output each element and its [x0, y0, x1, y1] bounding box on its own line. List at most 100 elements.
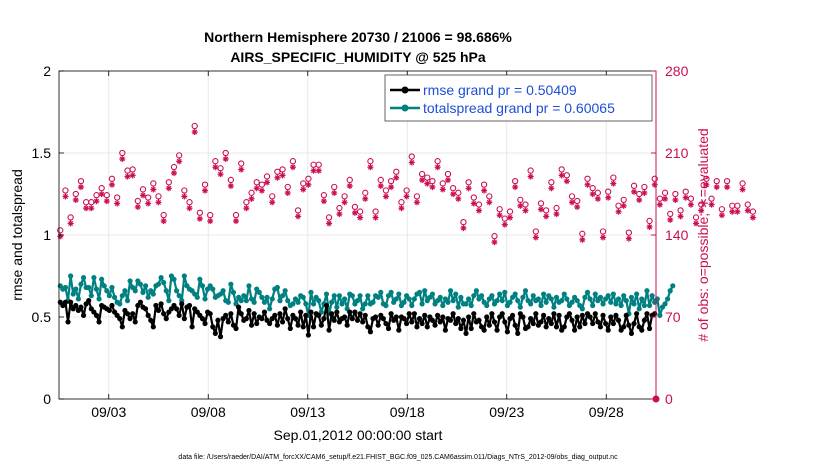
rmse-point: [68, 299, 74, 305]
obs-possible-point: [713, 177, 720, 185]
obs-possible-point: [672, 190, 679, 198]
rmse-point: [261, 309, 268, 315]
totalspread-point: [528, 301, 534, 307]
obs-evaluated-point: [718, 212, 725, 219]
totalspread-point: [230, 289, 237, 295]
obs-possible-point: [108, 175, 116, 182]
totalspread-point: [590, 302, 596, 309]
y-left-tick-label: 0.5: [32, 309, 52, 325]
rmse-point: [150, 324, 156, 330]
obs-evaluated-point: [336, 211, 343, 218]
obs-evaluated-point: [543, 213, 550, 220]
obs-possible-point: [470, 194, 477, 201]
y-right-tick-label: 70: [665, 309, 681, 325]
totalspread-point: [564, 296, 570, 302]
rmse-point: [437, 319, 443, 325]
y-left-tick-label: 1: [43, 227, 51, 243]
axes: 09/03 09/08 09/13 09/18 09/23 09/28 0 0.5 1 1.5 2 0…: [32, 63, 689, 420]
obs-possible-point: [434, 158, 441, 165]
rmse-point: [259, 316, 265, 322]
rmse-point: [476, 317, 482, 323]
totalspread-point: [323, 291, 330, 297]
rmse-point: [486, 322, 492, 328]
totalspread-point: [610, 291, 616, 297]
obs-evaluated-point: [522, 207, 529, 214]
totalspread-point: [75, 296, 81, 302]
obs-evaluated-point: [460, 225, 467, 232]
obs-evaluated-point: [424, 180, 431, 187]
obs-evaluated-point: [222, 156, 229, 162]
obs-evaluated-point: [744, 207, 751, 214]
obs-evaluated-point: [160, 218, 167, 225]
obs-possible-point: [682, 188, 689, 195]
rmse-point: [525, 324, 531, 330]
rmse-point: [440, 314, 446, 320]
obs-possible-point: [362, 189, 369, 196]
totalspread-point: [80, 275, 87, 281]
rmse-point: [489, 311, 495, 317]
totalspread-point: [613, 301, 619, 307]
obs-possible-point: [543, 207, 550, 214]
obs-evaluated-point: [687, 201, 694, 208]
obs-possible-point: [186, 199, 193, 206]
obs-possible-point: [294, 207, 302, 214]
totalspread-point: [354, 298, 361, 304]
rmse-point: [349, 316, 355, 322]
obs-evaluated-point: [217, 171, 224, 178]
x-axis-label: Sep.01,2012 00:00:00 start: [274, 427, 443, 443]
x-tick-label: 09/08: [191, 404, 226, 420]
obs-possible-point: [98, 184, 105, 192]
totalspread-point: [210, 286, 216, 292]
obs-evaluated-point: [584, 181, 591, 188]
totalspread-point: [378, 289, 384, 295]
rmse-point: [375, 322, 381, 328]
totalspread-point: [163, 288, 169, 294]
obs-evaluated-point: [434, 164, 441, 171]
rmse-point: [215, 317, 221, 323]
rmse-point: [360, 319, 366, 325]
rmse-point: [274, 322, 280, 328]
obs-possible-point: [134, 197, 141, 205]
y-right-tick-label: 140: [665, 227, 689, 243]
obs-evaluated-point: [191, 129, 198, 136]
obs-possible-point: [698, 201, 705, 208]
rmse-point: [571, 327, 578, 333]
totalspread-point: [453, 291, 459, 297]
rmse-point: [561, 324, 567, 330]
obs-possible-point: [460, 218, 467, 226]
y-right-tick-label: 0: [665, 391, 673, 407]
totalspread-point: [145, 294, 151, 300]
totalspread-point: [540, 291, 547, 297]
rmse-point: [458, 325, 464, 332]
obs-possible-point: [336, 204, 343, 212]
rmse-point: [652, 311, 658, 317]
obs-evaluated-point: [346, 182, 353, 189]
rmse-point: [352, 309, 358, 315]
obs-evaluated-point: [134, 204, 141, 211]
obs-possible-point: [408, 153, 415, 160]
obs-possible-point: [258, 181, 266, 188]
totalspread-point: [339, 301, 345, 307]
totalspread-point: [111, 294, 118, 300]
totalspread-point: [228, 281, 234, 287]
obs-possible-point: [620, 196, 627, 204]
obs-possible-point: [103, 192, 110, 199]
totalspread-point: [561, 291, 567, 297]
obs-possible-point: [93, 192, 100, 199]
obs-evaluated-point: [57, 233, 64, 240]
obs-evaluated-point: [724, 184, 731, 191]
totalspread-point: [429, 291, 436, 297]
totalspread-point: [512, 291, 518, 297]
obs-possible-point: [579, 230, 586, 237]
rmse-point: [223, 312, 229, 318]
totalspread-point: [99, 276, 105, 282]
totalspread-point: [471, 293, 477, 299]
obs-evaluated-point: [470, 200, 477, 207]
y-left-tick-label: 2: [43, 63, 51, 79]
rmse-point: [603, 320, 609, 327]
rmse-point: [357, 311, 363, 317]
totalspread-point: [161, 279, 167, 286]
totalspread-point: [78, 281, 84, 287]
obs-possible-point: [129, 166, 136, 173]
obs-evaluated-point: [315, 167, 322, 174]
